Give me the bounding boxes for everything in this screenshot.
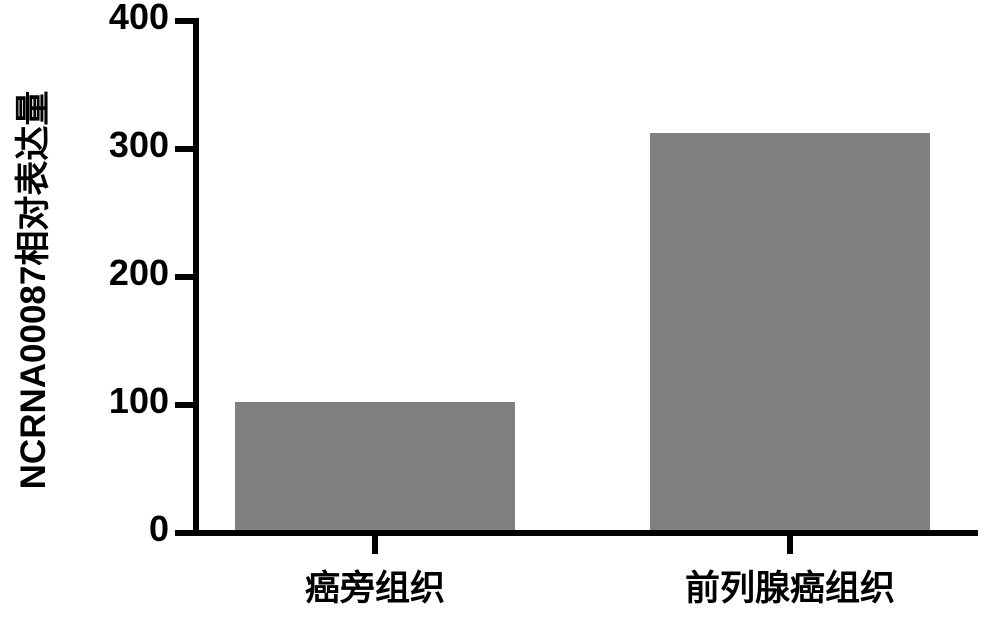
y-tick xyxy=(175,18,193,24)
y-tick-label: 0 xyxy=(49,508,169,550)
x-tick xyxy=(372,536,378,554)
y-tick-label: 100 xyxy=(49,380,169,422)
bar xyxy=(235,402,515,530)
y-axis xyxy=(193,18,199,536)
x-axis xyxy=(193,530,978,536)
y-tick xyxy=(175,530,193,536)
y-tick-label: 200 xyxy=(49,252,169,294)
y-tick-label: 400 xyxy=(49,0,169,38)
x-tick xyxy=(787,536,793,554)
bar-chart: NCRNA00087相对表达量 0100200300400 癌旁组织前列腺癌组织 xyxy=(0,0,994,643)
x-tick-label: 前列腺癌组织 xyxy=(685,560,895,611)
y-tick xyxy=(175,402,193,408)
y-tick xyxy=(175,274,193,280)
y-tick xyxy=(175,146,193,152)
x-tick-label: 癌旁组织 xyxy=(305,560,445,611)
bar xyxy=(650,133,930,530)
y-tick-label: 300 xyxy=(49,124,169,166)
